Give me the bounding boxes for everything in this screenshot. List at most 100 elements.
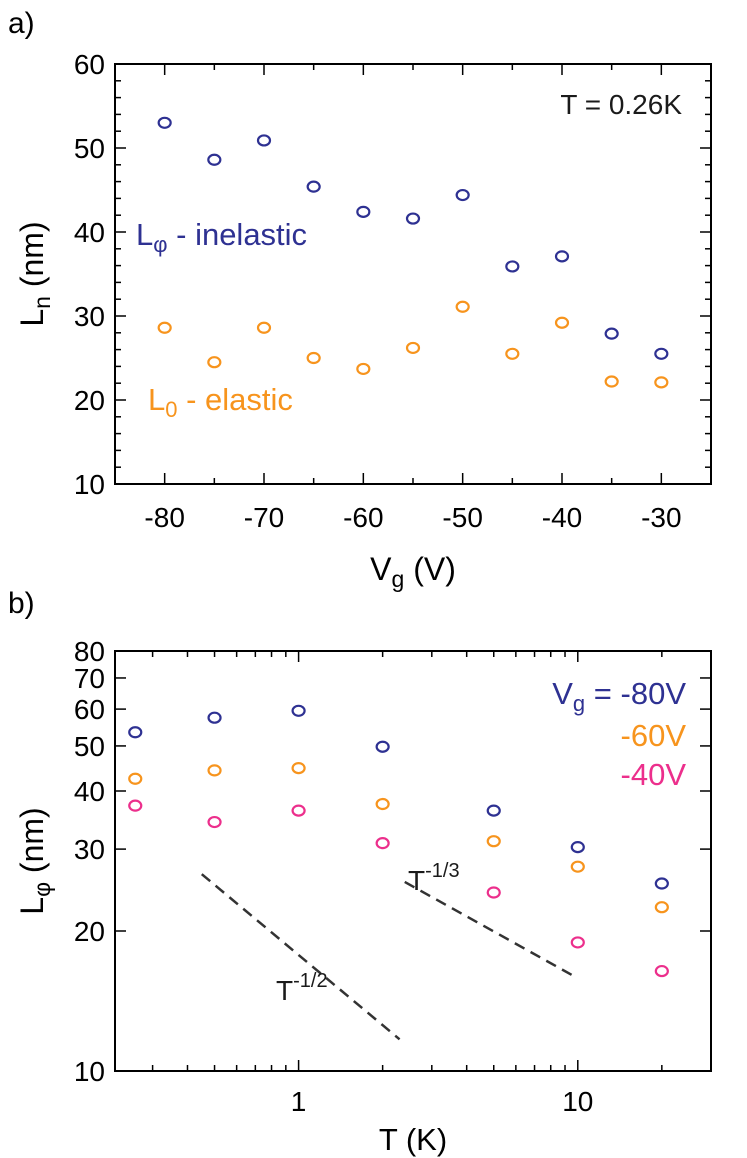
guide-label-third-exp: -1/3 <box>425 860 459 882</box>
point-elastic-50 <box>455 300 470 313</box>
point-inelastic-50 <box>455 188 470 202</box>
panel-a-xlabel-sub: g <box>392 566 405 592</box>
xtick-label-70: -70 <box>244 502 284 533</box>
panel-a-ylabel: Ln (nm) <box>14 221 55 326</box>
panel-b-guides <box>200 873 573 1041</box>
panel-b-ylabel-tail: (nm) <box>14 807 50 882</box>
panel-b-ylabel-main: L <box>14 897 50 915</box>
point-elastic-30 <box>654 376 669 389</box>
guide-label-third-base: T <box>408 865 425 896</box>
legend-elastic-sub: 0 <box>165 397 177 422</box>
panel-a-ylabel-main: L <box>14 309 50 327</box>
guide-line-0 <box>200 873 401 1041</box>
point-40V-T0p26 <box>128 799 143 812</box>
guide-label-half-base: T <box>276 975 293 1006</box>
xtick-label-60: -60 <box>343 502 383 533</box>
point-60V-T20 <box>654 901 669 914</box>
b-xtick-label-1: 1 <box>291 1086 307 1117</box>
point-40V-T20 <box>654 964 669 978</box>
point-elastic-55 <box>405 341 421 355</box>
b-ytick-label-50: 50 <box>74 731 105 762</box>
panel-a-ylabel-tail: (nm) <box>14 221 50 296</box>
ytick-label-50: 50 <box>74 133 105 164</box>
panel-b-xlabel: T (K) <box>379 1122 447 1157</box>
legend-vg-sub: g <box>573 691 585 716</box>
point-elastic-40 <box>554 316 570 329</box>
legend-inelastic-sub: φ <box>153 232 167 257</box>
legend-vg-eq: = <box>585 676 620 711</box>
point-40V-T1 <box>291 804 306 817</box>
panel-a-label: a) <box>8 7 35 40</box>
point-80V-T1 <box>291 704 306 717</box>
point-elastic-60 <box>356 362 371 376</box>
b-xtick-label-10: 10 <box>562 1086 593 1117</box>
xtick-label-30: -30 <box>641 502 681 533</box>
point-elastic-65 <box>306 351 321 365</box>
point-80V-T10 <box>570 840 585 854</box>
b-ytick-label-40: 40 <box>74 776 105 807</box>
legend-vg-80-value: -80V <box>621 676 687 711</box>
point-40V-T2 <box>375 837 390 850</box>
legend-elastic-tail: - elastic <box>178 382 293 417</box>
b-ytick-label-30: 30 <box>74 834 105 865</box>
legend-inelastic-tail: - inelastic <box>168 217 308 252</box>
legend-elastic: L0 - elastic <box>148 382 293 422</box>
panel-a-points <box>157 116 669 389</box>
legend-vg-60: -60V <box>621 718 687 753</box>
panel-a-xlabel-main: V <box>370 551 392 587</box>
panel-b-label: b) <box>8 587 35 620</box>
ytick-label-20: 20 <box>74 385 105 416</box>
point-elastic-80 <box>157 321 172 334</box>
point-inelastic-35 <box>604 327 619 340</box>
ytick-label-40: 40 <box>74 217 105 248</box>
b-ytick-label-20: 20 <box>74 916 105 947</box>
legend-inelastic: Lφ - inelastic <box>136 217 307 257</box>
panel-a: a) -80 -70 -60 -50 -40 -30 10 20 30 40 50 60 T = 0.… <box>8 7 712 592</box>
panel-a-ticks: -80 -70 -60 -50 -40 -30 10 20 30 40 50 60 <box>74 49 712 533</box>
panel-a-ylabel-sub: n <box>29 296 55 309</box>
ytick-label-10: 10 <box>74 469 105 500</box>
legend-vg-40: -40V <box>621 757 687 792</box>
point-inelastic-75 <box>207 153 222 166</box>
ytick-label-30: 30 <box>74 301 105 332</box>
point-60V-T10 <box>570 860 585 873</box>
point-inelastic-65 <box>306 180 321 193</box>
point-80V-T2 <box>375 740 390 753</box>
xtick-label-50: -50 <box>442 502 482 533</box>
b-ytick-label-60: 60 <box>74 694 105 725</box>
panel-b-ylabel-sub: φ <box>29 882 55 897</box>
b-ytick-label-10: 10 <box>74 1056 105 1087</box>
point-elastic-45 <box>505 347 520 360</box>
panel-a-xlabel: Vg (V) <box>370 551 456 592</box>
guide-line-1 <box>404 880 573 976</box>
point-80V-T20 <box>654 877 669 890</box>
b-ytick-label-70: 70 <box>74 663 105 694</box>
guide-label-half: T-1/2 <box>276 970 328 1006</box>
b-ytick-label-80: 80 <box>74 636 105 667</box>
point-40V-T0p5 <box>207 815 222 829</box>
point-elastic-75 <box>207 356 222 369</box>
point-60V-T2 <box>375 797 390 811</box>
ytick-label-60: 60 <box>74 49 105 80</box>
point-40V-T10 <box>570 936 585 949</box>
point-inelastic-80 <box>157 116 172 129</box>
point-60V-T1 <box>291 762 306 775</box>
panel-b-ylabel: Lφ (nm) <box>14 807 55 914</box>
point-elastic-70 <box>256 321 272 334</box>
point-80V-T5 <box>486 804 501 817</box>
point-inelastic-45 <box>505 260 520 273</box>
panel-a-annotation: T = 0.26K <box>560 89 682 120</box>
point-60V-T0p26 <box>128 772 143 785</box>
panel-b-frame <box>114 650 712 1072</box>
point-40V-T5 <box>486 886 501 899</box>
point-60V-T5 <box>486 835 501 848</box>
legend-inelastic-main: L <box>136 217 153 252</box>
panel-a-xlabel-tail: (V) <box>404 551 456 587</box>
xtick-label-80: -80 <box>144 502 184 533</box>
panel-a-frame <box>114 63 712 485</box>
panel-b-points <box>128 704 669 978</box>
point-80V-T0p5 <box>207 711 222 724</box>
